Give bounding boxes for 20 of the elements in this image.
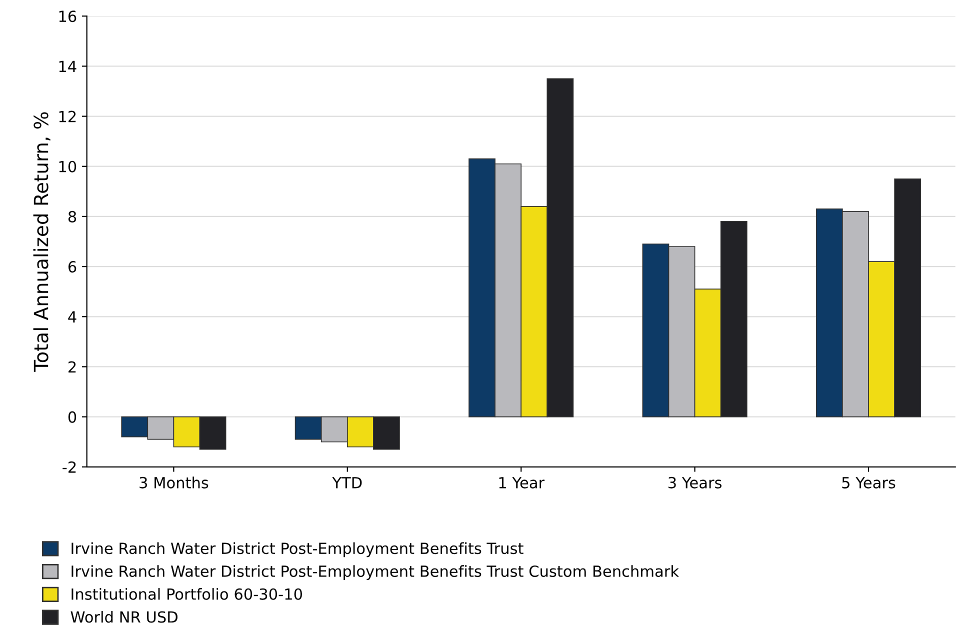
y-tick-label: 14 (59, 60, 76, 72)
legend-label: Irvine Ranch Water District Post-Employment Benefits Trust Custom Benchmark (72, 565, 679, 580)
legend-label: World NR USD (70, 610, 178, 623)
y-tick-label: 8 (68, 210, 76, 222)
y-axis-title: Total Annualized Return, % (33, 112, 50, 372)
x-tick-label: 3 Months (140, 476, 208, 488)
y-tick-label: 0 (68, 411, 76, 423)
y-tick-label: -2 (62, 461, 76, 473)
y-tick-label: 6 (68, 261, 76, 273)
y-tick-label: 4 (68, 311, 76, 322)
y-tick-label: 16 (59, 10, 76, 22)
x-tick-label: 5 Years (842, 477, 896, 488)
y-tick-label: 12 (59, 110, 76, 122)
x-tick-label: YTD (332, 477, 362, 488)
x-tick-label: 3 Years (668, 476, 722, 488)
x-tick-label: 1 Year (499, 477, 545, 488)
legend-label: Irvine Ranch Water District Post-Employment Benefits Trust (72, 542, 524, 558)
y-tick-label: 2 (68, 361, 76, 373)
legend-label: Institutional Portfolio 60-30-10 (72, 588, 302, 600)
y-tick-label: 10 (59, 160, 76, 172)
